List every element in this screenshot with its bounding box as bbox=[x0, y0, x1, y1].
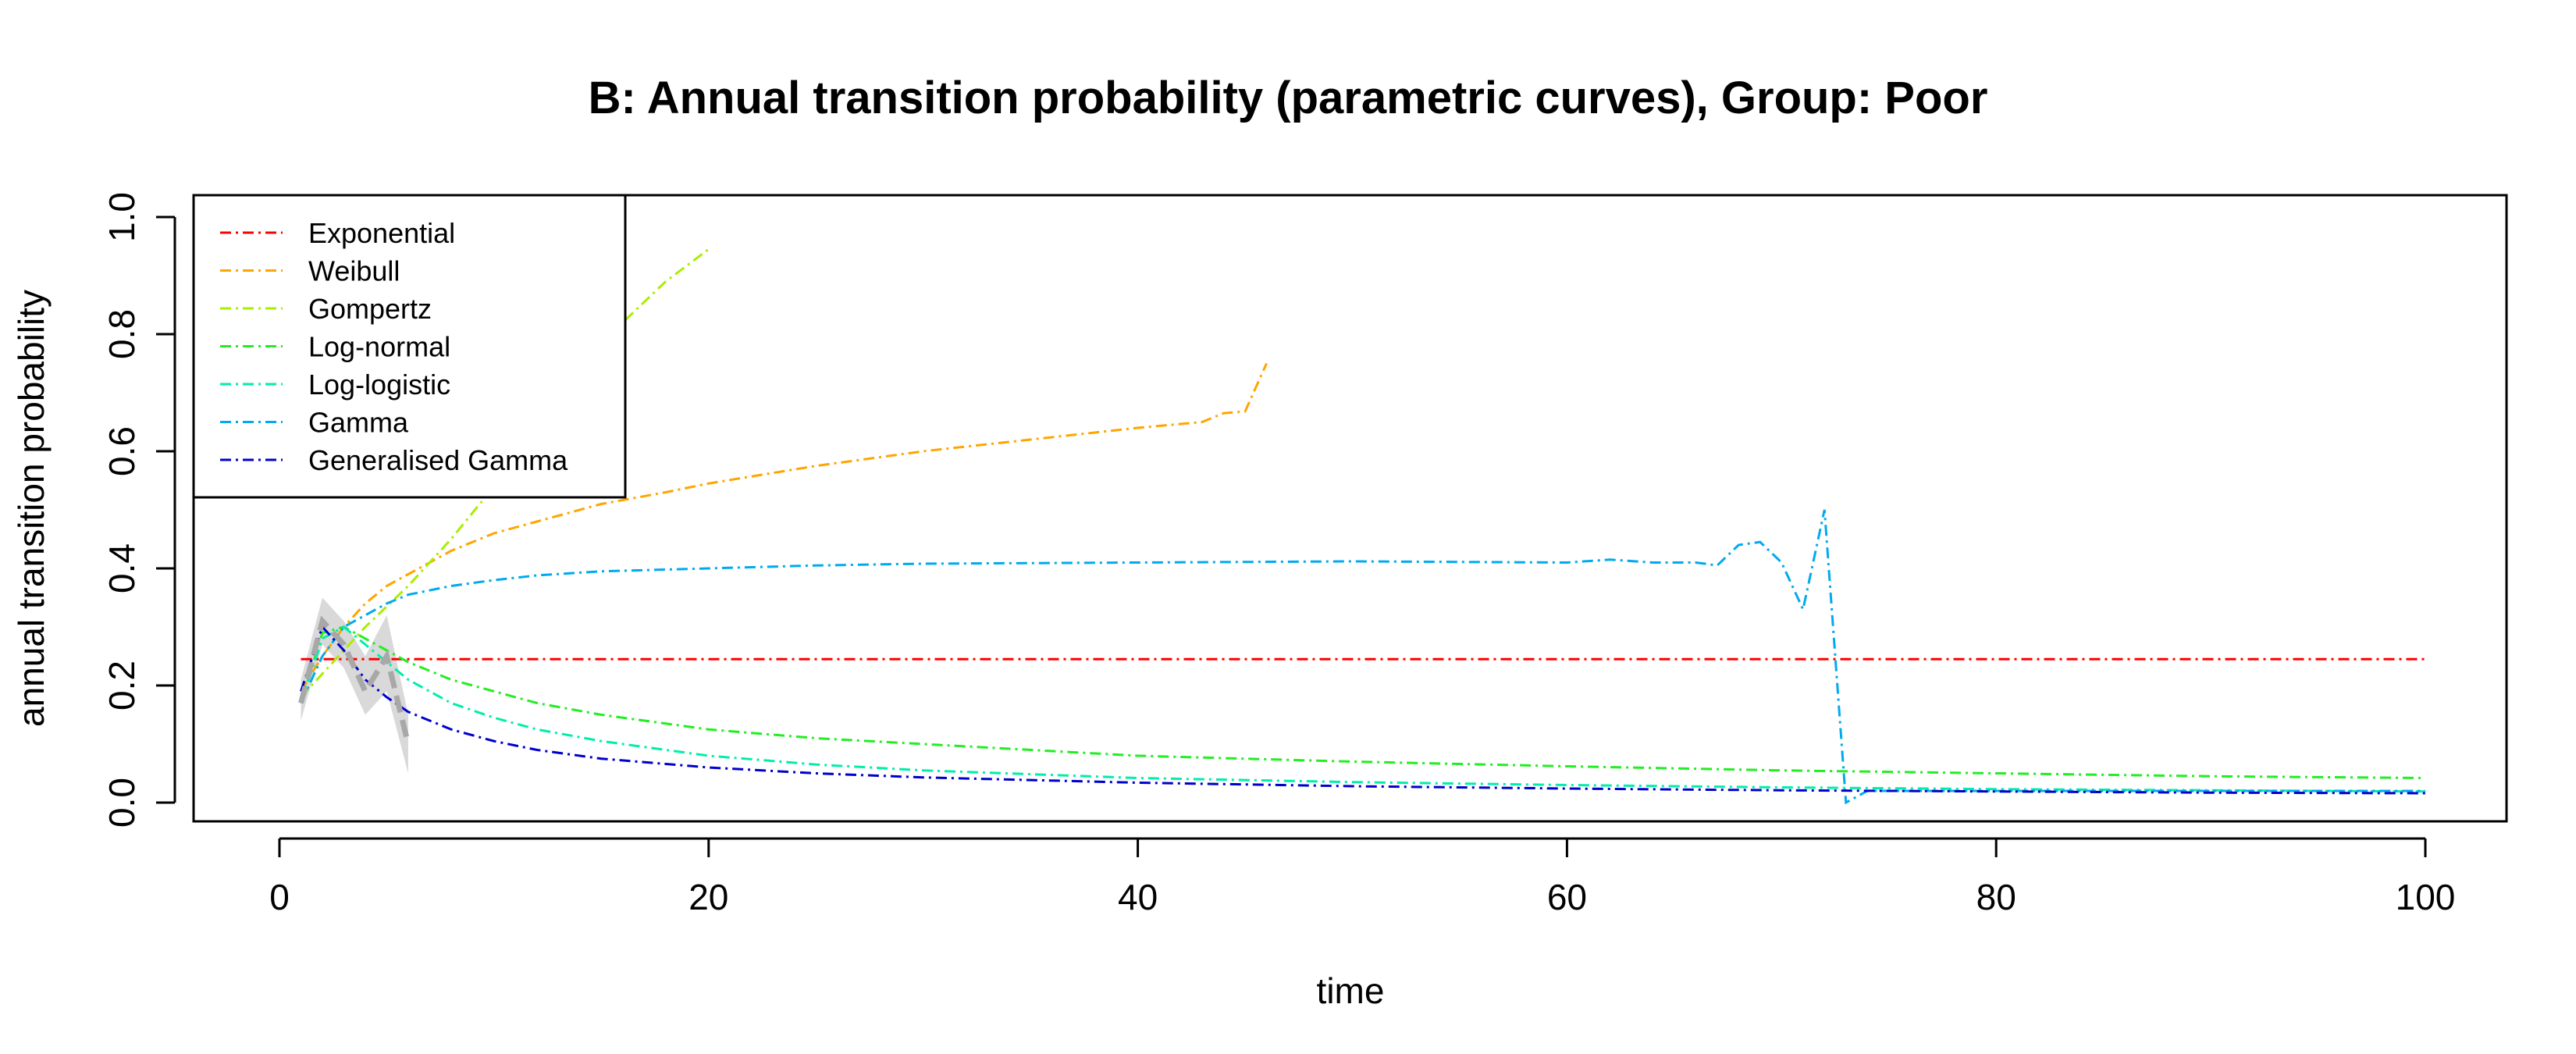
legend-label: Weibull bbox=[308, 255, 400, 287]
legend-item-gompertz: Gompertz bbox=[220, 293, 432, 325]
y-axis: 0.0 0.2 0.4 0.6 0.8 1.0 bbox=[101, 192, 176, 828]
x-tick-label: 0 bbox=[269, 877, 290, 917]
x-tick-label: 40 bbox=[1118, 877, 1158, 917]
y-axis-label: annual transition probability bbox=[11, 290, 52, 727]
series-gamma-line bbox=[300, 509, 2425, 805]
legend-item-gamma: Gamma bbox=[220, 407, 409, 439]
series-log-logistic-line bbox=[300, 625, 2426, 793]
chart-title: B: Annual transition probability (parame… bbox=[589, 73, 1988, 123]
y-tick-label: 1.0 bbox=[101, 192, 142, 242]
y-tick-label: 0.0 bbox=[101, 778, 142, 828]
legend-item-log-logistic: Log-logistic bbox=[220, 369, 450, 401]
y-tick-label: 0.8 bbox=[101, 309, 142, 359]
x-tick-label: 60 bbox=[1547, 877, 1587, 917]
legend-label: Log-normal bbox=[308, 331, 450, 363]
legend-label: Gamma bbox=[308, 407, 409, 439]
confidence-band bbox=[301, 597, 408, 774]
legend-item-log-normal: Log-normal bbox=[220, 331, 450, 363]
legend-label: Gompertz bbox=[308, 293, 432, 325]
y-tick-label: 0.4 bbox=[101, 543, 142, 593]
series-generalised-gamma-line bbox=[300, 625, 2426, 795]
series-log-normal-line bbox=[300, 625, 2426, 779]
y-tick-label: 0.2 bbox=[101, 661, 142, 710]
legend-label: Generalised Gamma bbox=[308, 444, 568, 476]
x-axis-label: time bbox=[1317, 970, 1385, 1011]
y-tick-label: 0.6 bbox=[101, 426, 142, 476]
legend-item-exponential: Exponential bbox=[220, 217, 455, 249]
x-axis: 0 20 40 60 80 100 bbox=[269, 837, 2456, 917]
legend-label: Exponential bbox=[308, 217, 455, 249]
x-tick-label: 20 bbox=[688, 877, 728, 917]
legend-item-generalised-gamma: Generalised Gamma bbox=[220, 444, 568, 476]
x-tick-label: 100 bbox=[2396, 877, 2456, 917]
plot-border bbox=[192, 194, 2508, 823]
x-tick-label: 80 bbox=[1976, 877, 2016, 917]
series-gompertz-line bbox=[300, 248, 710, 699]
legend-item-weibull: Weibull bbox=[220, 255, 400, 287]
series-weibull-line bbox=[300, 362, 1268, 693]
legend-label: Log-logistic bbox=[308, 369, 450, 401]
observed-confidence-band bbox=[301, 597, 408, 774]
legend: Exponential Weibull Gompertz Log-normal Log-… bbox=[192, 194, 627, 499]
